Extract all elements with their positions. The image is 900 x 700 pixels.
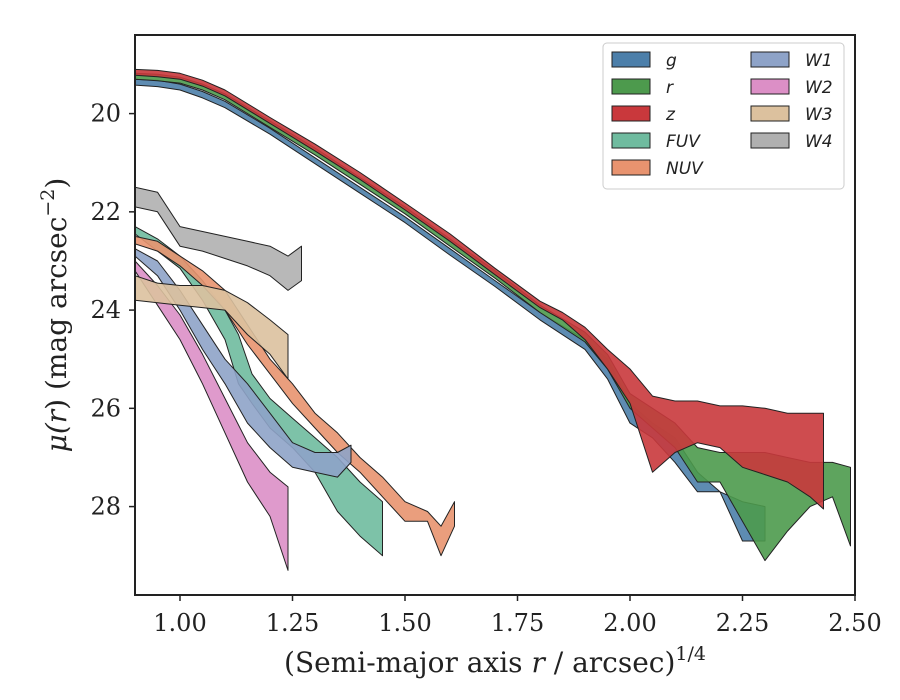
- legend-swatch-fuv: [611, 132, 651, 149]
- y-tick-label: 22: [90, 198, 121, 226]
- y-tick-label: 26: [90, 394, 121, 422]
- x-tick-label: 1.50: [378, 609, 431, 637]
- plot-frame: [134, 34, 856, 596]
- y-axis-title-var: r: [40, 408, 73, 423]
- legend-swatch-w3: [750, 105, 790, 122]
- x-tick-label: 1.25: [266, 609, 319, 637]
- x-axis-title-post: / arcsec): [545, 646, 676, 679]
- legend-swatch-w2: [750, 78, 790, 95]
- x-axis-title: (Semi-major axis r / arcsec)1/4: [284, 643, 706, 679]
- y-axis-title-close: ): [40, 178, 73, 189]
- legend-label-w1: W1: [805, 51, 833, 71]
- legend-label-r: r: [666, 78, 674, 98]
- legend-swatch-r: [611, 78, 651, 95]
- y-axis-ticks: 20 22 24 26 28: [90, 100, 135, 521]
- band-w3: [135, 275, 289, 380]
- legend-label-g: g: [666, 51, 677, 71]
- legend-swatch-z: [611, 105, 651, 122]
- y-axis-title-exponent: −2: [37, 189, 59, 217]
- legend-label-z: z: [665, 105, 676, 125]
- legend-label-w3: W3: [805, 105, 833, 125]
- legend: grz FUV NUV W1 W2 W3 W4: [602, 42, 845, 190]
- legend-label-w2: W2: [805, 78, 833, 98]
- x-tick-label: 2.00: [603, 609, 656, 637]
- y-axis-title-mu: μ(: [40, 422, 73, 452]
- x-axis-ticks: 1.00 1.25 1.50 1.75 2.00 2.25 2.50: [153, 595, 882, 637]
- x-axis-title-exponent: 1/4: [675, 643, 706, 665]
- x-tick-label: 1.75: [491, 609, 544, 637]
- x-tick-label: 2.25: [716, 609, 769, 637]
- y-tick-label: 28: [90, 493, 121, 521]
- band-w4: [135, 186, 302, 291]
- y-axis-title-rest: ) (mag arcsec: [40, 217, 73, 410]
- band-z: [135, 68, 824, 510]
- y-tick-label: 20: [90, 100, 121, 128]
- y-tick-label: 24: [90, 296, 121, 324]
- legend-swatch-w4: [750, 132, 790, 149]
- legend-swatch-w1: [750, 51, 790, 68]
- band-fuv: [135, 226, 383, 557]
- x-axis-title-pre: (Semi-major axis: [284, 646, 531, 679]
- x-tick-label: 1.00: [153, 609, 206, 637]
- legend-label-fuv: FUV: [666, 132, 701, 152]
- legend-label-w4: W4: [805, 132, 833, 152]
- legend-swatch-nuv: [611, 159, 651, 176]
- x-tick-label: 2.50: [828, 609, 881, 637]
- legend-label-nuv: NUV: [666, 159, 704, 179]
- y-axis-title: μ(r) (mag arcsec−2): [37, 178, 73, 453]
- x-axis-title-var: r: [531, 646, 546, 679]
- profile-bands: [135, 68, 851, 571]
- legend-swatch-g: [611, 51, 651, 68]
